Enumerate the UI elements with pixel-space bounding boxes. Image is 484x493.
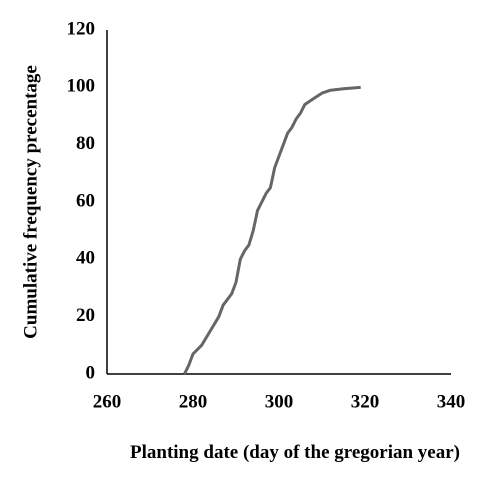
x-tick-label: 320 <box>351 391 380 412</box>
y-tick-label: 20 <box>76 305 95 326</box>
chart: Cumulative frequency precentage 0 20 40 60 8… <box>20 18 466 412</box>
y-tick-label: 0 <box>86 362 96 383</box>
x-axis-label: Planting date (day of the gregorian year… <box>130 442 460 463</box>
x-tick-label: 340 <box>437 391 466 412</box>
y-tick-label: 100 <box>67 76 96 97</box>
y-axis-label: Cumulative frequency precentage <box>20 65 41 339</box>
y-tick-label: 60 <box>76 190 95 211</box>
x-tick-label: 260 <box>93 391 122 412</box>
y-tick-label: 80 <box>76 133 95 154</box>
data-line <box>183 85 361 375</box>
y-tick-label: 40 <box>76 248 95 269</box>
x-tick-label: 280 <box>179 391 208 412</box>
x-tick-label: 300 <box>265 391 294 412</box>
y-tick-label: 120 <box>67 18 96 39</box>
